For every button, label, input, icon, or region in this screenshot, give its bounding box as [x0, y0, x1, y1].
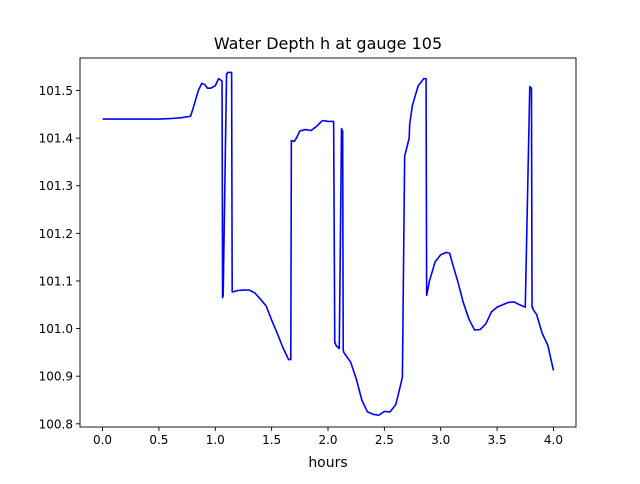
- x-tick-label: 2.5: [375, 433, 394, 447]
- x-axis-label: hours: [308, 455, 347, 471]
- y-tick-label: 101.3: [39, 179, 73, 193]
- x-tick-label: 3.0: [431, 433, 450, 447]
- x-tick-label: 1.0: [206, 433, 225, 447]
- chart-title: Water Depth h at gauge 105: [214, 34, 442, 53]
- x-tick-label: 4.0: [544, 433, 563, 447]
- x-tick-label: 2.0: [318, 433, 337, 447]
- y-tick-label: 101.2: [39, 227, 73, 241]
- y-tick-label: 101.5: [39, 84, 73, 98]
- x-tick-label: 3.5: [488, 433, 507, 447]
- x-tick-label: 1.5: [262, 433, 281, 447]
- series-line-0: [102, 71, 555, 417]
- x-tick-label: 0.0: [93, 433, 112, 447]
- y-tick-label: 100.8: [39, 417, 73, 431]
- y-tick-label: 101.1: [39, 274, 73, 288]
- y-tick-label: 100.9: [39, 370, 73, 384]
- y-tick-label: 101.0: [39, 322, 73, 336]
- x-tick-label: 0.5: [149, 433, 168, 447]
- y-tick-label: 101.4: [39, 132, 73, 146]
- plot-area: 0.0 0.5 1.0 1.5 2.0 2.5 3.0 3.5 4.0 100.8 100.9 101…: [39, 57, 577, 447]
